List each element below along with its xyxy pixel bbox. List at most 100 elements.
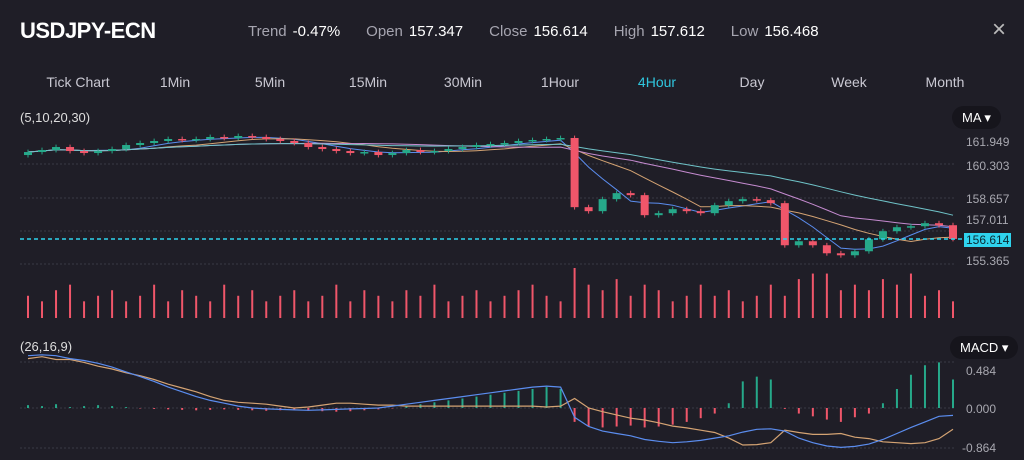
candle [836,253,845,256]
candle [892,227,901,232]
candle [794,241,803,246]
candle [556,137,565,140]
candle [318,147,327,150]
candle [52,147,61,151]
ma5-line [27,136,954,250]
candle [38,150,47,153]
macd-signal-line [27,356,954,446]
candle [878,231,887,240]
macd-axis-label: 0.484 [966,364,997,378]
candle [192,138,201,141]
candle [486,144,495,146]
candle [66,147,75,152]
tab-month[interactable]: Month [925,74,965,90]
price-axis-label: 160.303 [966,159,1010,173]
candle [122,145,131,150]
candle [444,149,453,152]
tab-1hour[interactable]: 1Hour [540,74,580,90]
ma10-line [27,138,954,243]
candle [374,152,383,156]
candle [808,241,817,246]
candle [150,141,159,144]
candle [514,141,523,144]
price-axis-label: 158.657 [966,192,1010,206]
candle [612,193,621,200]
candle [710,205,719,214]
macd-axis-label: -0.864 [962,441,997,455]
tab-1min[interactable]: 1Min [159,74,191,90]
candle [262,136,271,139]
price-stats: Trend -0.47% Open 157.347 Close 156.614 High 15… [248,23,819,40]
stat-value: 156.614 [533,23,588,40]
stat-label: Trend [248,23,287,40]
tab-30min[interactable]: 30Min [443,74,483,90]
candle [654,213,663,216]
close-icon[interactable]: × [991,16,1006,43]
tab-tick-chart[interactable]: Tick Chart [46,74,110,90]
candle [682,209,691,212]
candle [304,143,313,148]
current-price-tag: 156.614 [964,233,1012,247]
candle [724,201,733,206]
ma-indicator-dropdown[interactable]: MA ▾ [952,106,1001,129]
macd-params: (26,16,9) [20,339,73,354]
stat-value: 157.612 [650,23,705,40]
candle [906,226,915,228]
stat-value: -0.47% [292,23,341,40]
candle [94,151,103,154]
candle [500,143,509,145]
stat-trend: Trend -0.47% [248,23,340,40]
tab-week[interactable]: Week [831,74,867,90]
candle [598,199,607,212]
stat-label: Low [730,23,759,40]
candle [570,137,579,208]
candle [738,199,747,202]
candle [668,209,677,214]
candle [360,152,369,154]
candle [640,195,649,216]
candle [528,139,537,142]
candle [388,153,397,156]
ma-params: (5,10,20,30) [20,110,91,125]
candle [430,151,439,153]
tab-4hour[interactable]: 4Hour [637,74,677,90]
tab-day[interactable]: Day [739,74,765,90]
candle [178,138,187,141]
candle [584,207,593,212]
candle [542,138,551,141]
candle [626,193,635,196]
stat-label: High [613,23,645,40]
candle [472,145,481,148]
tab-15min[interactable]: 15Min [348,74,388,90]
stat-label: Close [489,23,528,40]
symbol-title: USDJPY-ECN [20,18,156,43]
stat-label: Open [366,23,403,40]
price-axis-label: 161.949 [966,135,1010,149]
candle [164,138,173,142]
candle [850,251,859,256]
macd-line [27,354,954,449]
candle [206,136,215,139]
candle [416,150,425,153]
candle [752,199,761,201]
candle [108,149,117,152]
candle [276,138,285,142]
candle [136,143,145,146]
stat-high: High 157.612 [614,23,705,40]
candle [234,135,243,138]
price-axis-label: 157.011 [966,213,1009,227]
candle [24,152,32,156]
tab-5min[interactable]: 5Min [254,74,286,90]
candle [864,239,873,252]
candle [934,223,943,226]
candle [458,147,467,150]
candle [766,200,775,204]
candle [346,151,355,154]
stat-low: Low 156.468 [731,23,819,40]
candle [949,225,957,239]
candle [696,211,705,214]
macd-indicator-dropdown[interactable]: MACD ▾ [950,336,1019,359]
candle [248,135,257,138]
candle [402,150,411,154]
